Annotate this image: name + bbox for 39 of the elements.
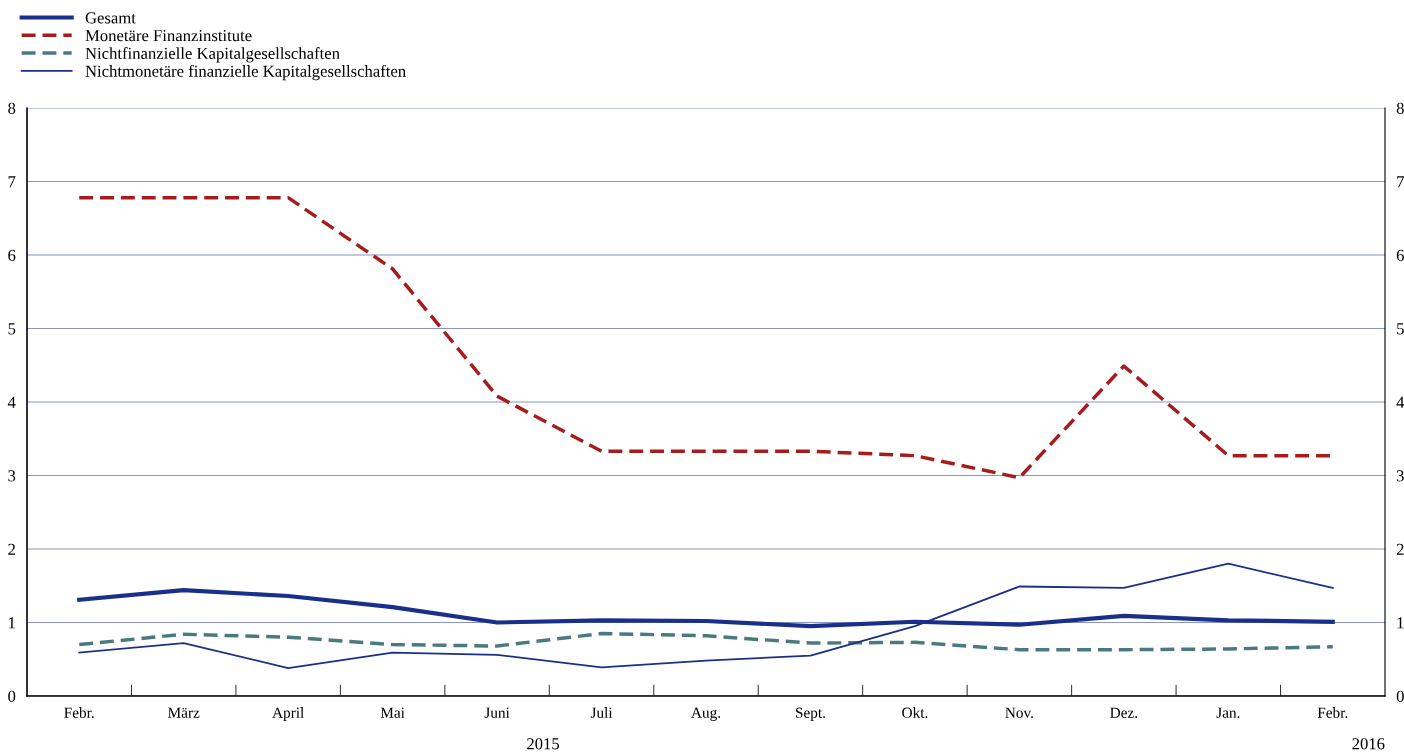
y-tick-label: 4 [7, 396, 16, 408]
y2-tick-label: 4 [1396, 396, 1404, 408]
y-tick-label: 8 [8, 102, 16, 114]
legend-label: Monetäre Finanzinstitute [85, 30, 252, 42]
x-tick-label: Nov. [1005, 707, 1033, 718]
text: 2016 [1352, 738, 1385, 750]
y-tick-label: 2 [8, 543, 15, 555]
y2-tick-label: 6 [1396, 249, 1404, 261]
y2-tick-label: 7 [1397, 176, 1404, 188]
y-tick-label: 5 [8, 323, 16, 335]
x-tick-label: März [168, 707, 200, 718]
legend-label: Nichtmonetäre finanzielle Kapitalgesellschaften [85, 64, 406, 81]
x-tick-label: Febr. [1317, 707, 1348, 718]
legend-label: Gesamt [85, 12, 136, 24]
y2-tick-label: 2 [1396, 543, 1404, 555]
x-tick-label: Aug. [691, 707, 721, 721]
y2-tick-label: 8 [1396, 102, 1404, 114]
y-tick-label: 3 [8, 470, 16, 482]
x-tick-label: April [272, 707, 304, 721]
y2-tick-label: 1 [1397, 617, 1404, 629]
x-tick-label: Juli [590, 707, 613, 718]
y-tick-label: 1 [9, 617, 15, 629]
x-tick-label: Jan. [1216, 707, 1240, 718]
y2-tick-label: 5 [1397, 323, 1404, 335]
x-tick-label: Febr. [64, 707, 94, 718]
x-tick-label: Juni [484, 707, 510, 718]
x-tick-label: Dez. [1110, 707, 1138, 718]
x-tick-label: Okt. [902, 707, 928, 718]
line-series [77, 631, 1335, 652]
legend-label: Nichtfinanzielle Kapitalgesellschaften [85, 47, 340, 63]
y2-tick-label: 3 [1396, 470, 1404, 482]
x-tick-label: Sept. [795, 707, 825, 721]
text: 2015 [527, 738, 560, 750]
y-tick-label: 7 [8, 176, 16, 188]
line-series [78, 562, 1334, 669]
y-tick-label: 0 [8, 690, 16, 702]
y-tick-label: 6 [8, 249, 16, 261]
y2-tick-label: 0 [1396, 690, 1404, 702]
x-tick-label: Mai [380, 707, 405, 718]
